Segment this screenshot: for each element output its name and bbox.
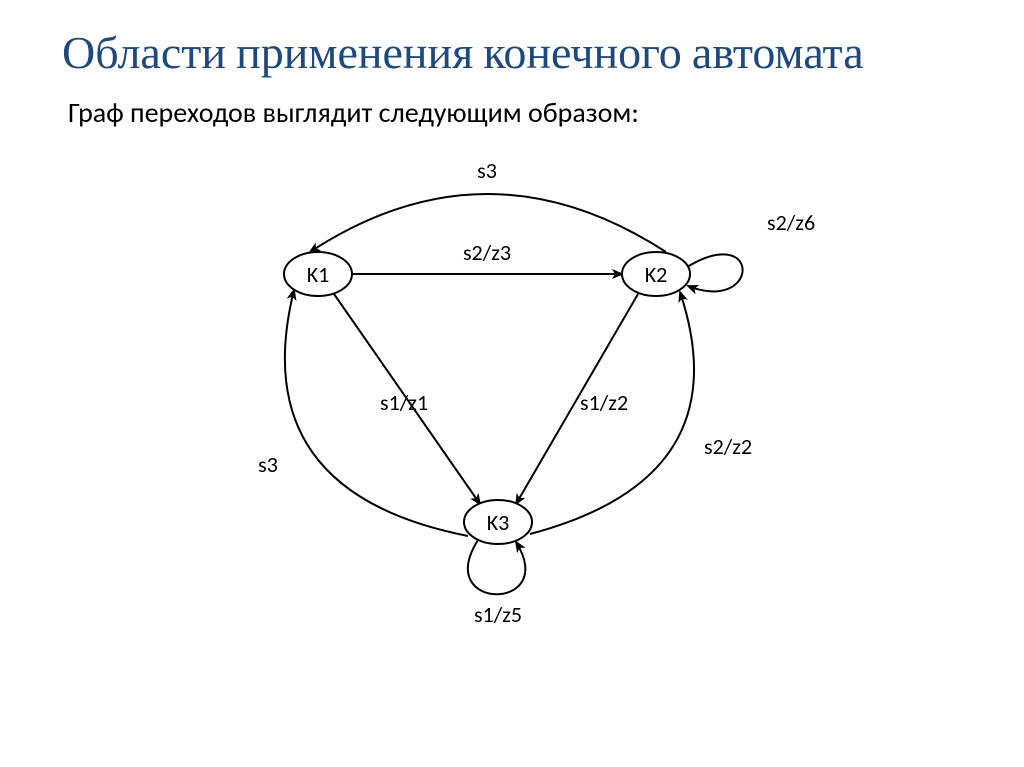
edge-k3-k1 — [285, 290, 468, 536]
edge-label-k1-k3: s1/z1 — [380, 389, 428, 416]
state-graph: s2/z3 s3 s2/z6 s1/z1 s3 s1/z2 s2/z2 s1/z… — [182, 142, 842, 652]
slide-title: Области применения конечного автомата — [62, 26, 1024, 81]
edge-label-k3-k1: s3 — [258, 451, 278, 478]
node-label-k3: K3 — [487, 509, 510, 536]
node-label-k2: K2 — [645, 261, 668, 288]
edge-label-k1-k2: s2/z3 — [463, 239, 511, 266]
edge-k2-k2 — [687, 255, 743, 292]
edge-label-k2-k1: s3 — [477, 157, 497, 184]
edge-k3-k3 — [468, 540, 525, 594]
edge-label-k2-k2: s2/z6 — [767, 209, 815, 236]
node-label-k1: K1 — [307, 261, 330, 288]
edge-label-k3-k2: s2/z2 — [704, 433, 752, 460]
edge-label-k2-k3: s1/z2 — [580, 389, 628, 416]
edge-label-k3-k3: s1/z5 — [474, 601, 522, 628]
slide-subtitle: Граф переходов выглядит следующим образо… — [68, 95, 1024, 130]
